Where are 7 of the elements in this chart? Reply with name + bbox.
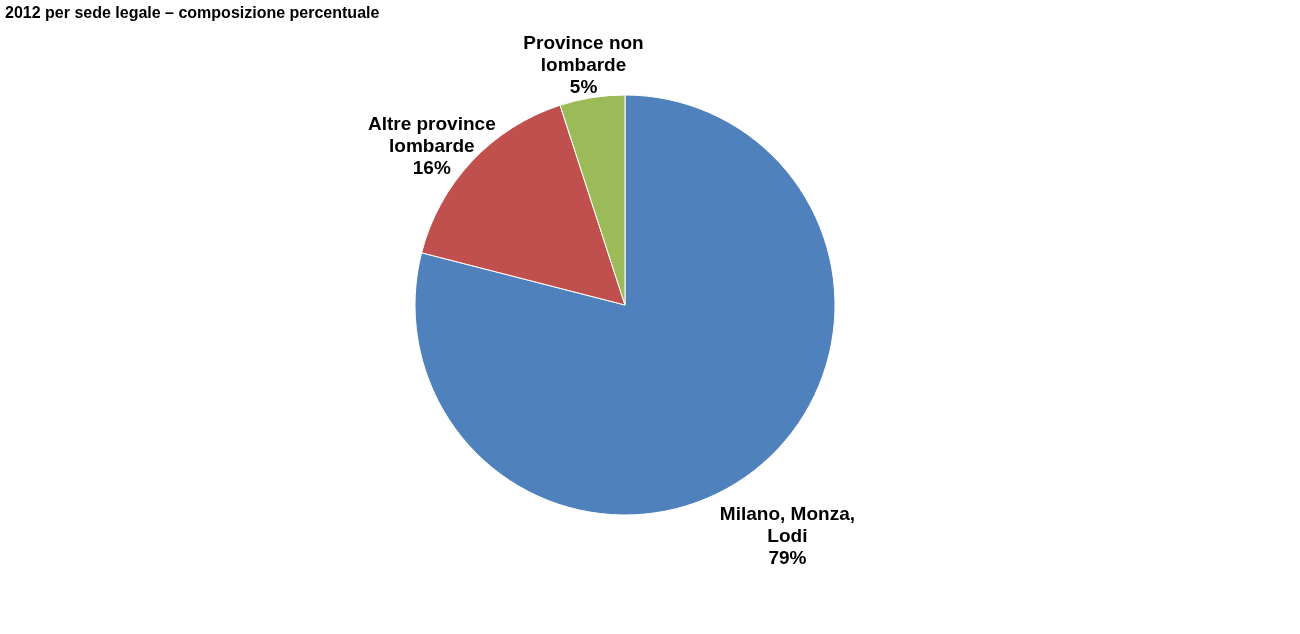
data-label: 79% [768, 547, 807, 569]
slice-label: Province non lombarde [523, 32, 644, 76]
slice-label: Milano, Monza, Lodi [719, 503, 855, 547]
data-label: 5% [569, 76, 598, 98]
text: 2012 per sede legale – composizione percentuale [5, 4, 380, 21]
slice-label: Altre province lombarde [367, 112, 496, 156]
data-label: 16% [412, 156, 451, 178]
